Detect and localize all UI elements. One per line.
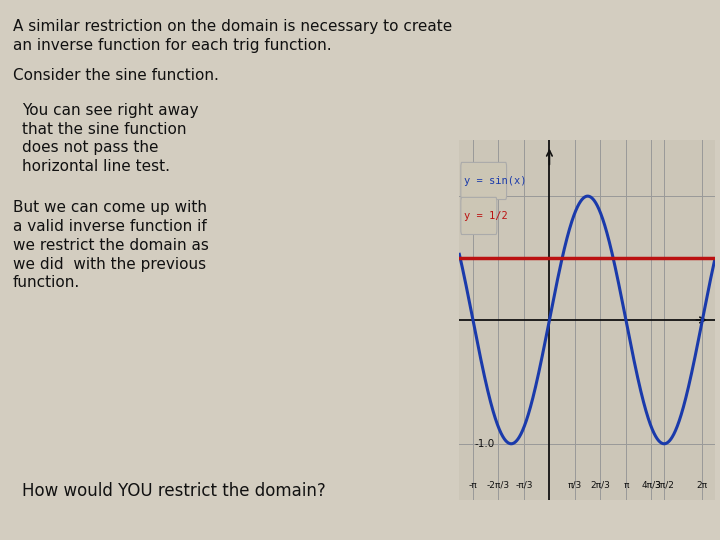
Text: -1.0: -1.0: [474, 439, 495, 449]
FancyBboxPatch shape: [461, 197, 497, 234]
Text: does not pass the: does not pass the: [22, 140, 158, 156]
Text: π/3: π/3: [568, 481, 582, 490]
Text: 2π/3: 2π/3: [590, 481, 611, 490]
FancyBboxPatch shape: [461, 163, 507, 199]
Text: -π/3: -π/3: [516, 481, 533, 490]
Text: y = 1/2: y = 1/2: [464, 211, 508, 221]
Text: that the sine function: that the sine function: [22, 122, 186, 137]
Text: 2π: 2π: [697, 481, 708, 490]
Text: we restrict the domain as: we restrict the domain as: [13, 238, 209, 253]
Text: 1.0: 1.0: [474, 191, 491, 201]
Text: 4π/3: 4π/3: [642, 481, 662, 490]
Text: You can see right away: You can see right away: [22, 103, 198, 118]
Text: a valid inverse function if: a valid inverse function if: [13, 219, 207, 234]
Text: y = sin(x): y = sin(x): [464, 176, 526, 186]
Text: But we can come up with: But we can come up with: [13, 200, 207, 215]
Text: π: π: [623, 481, 629, 490]
Text: 3π/2: 3π/2: [654, 481, 674, 490]
Text: A similar restriction on the domain is necessary to create: A similar restriction on the domain is n…: [13, 19, 452, 34]
Text: horizontal line test.: horizontal line test.: [22, 159, 170, 174]
Text: -2π/3: -2π/3: [487, 481, 510, 490]
Text: How would YOU restrict the domain?: How would YOU restrict the domain?: [22, 482, 325, 500]
Text: we did  with the previous: we did with the previous: [13, 256, 206, 272]
Text: Consider the sine function.: Consider the sine function.: [13, 68, 219, 83]
Text: -π: -π: [469, 481, 477, 490]
Text: function.: function.: [13, 275, 80, 291]
Text: an inverse function for each trig function.: an inverse function for each trig functi…: [13, 38, 332, 53]
